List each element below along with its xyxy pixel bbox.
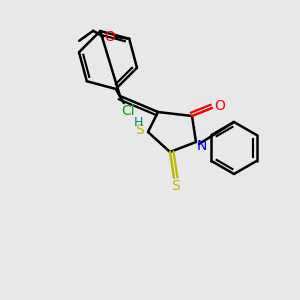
Text: S: S: [172, 179, 180, 193]
Text: N: N: [197, 139, 207, 153]
Text: O: O: [104, 30, 115, 44]
Text: S: S: [136, 123, 144, 137]
Text: H: H: [133, 116, 143, 128]
Text: Cl: Cl: [121, 104, 135, 118]
Text: O: O: [214, 99, 225, 113]
